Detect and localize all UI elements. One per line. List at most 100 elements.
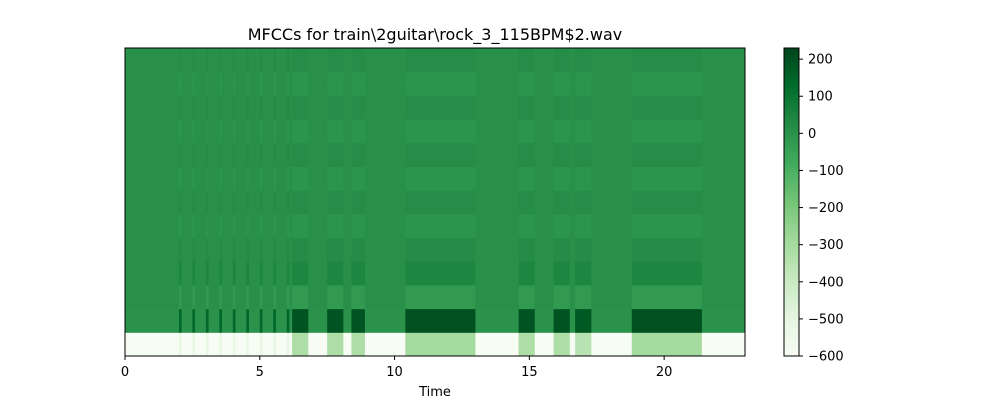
mfcc-segment-10-coef-1 (327, 308, 344, 333)
mfcc-segment-4-coef-3 (232, 261, 236, 286)
mfcc-segment-5-coef-7 (246, 166, 249, 191)
mfcc-segment-9-coef-3 (292, 261, 309, 286)
mfcc-segment-5-coef-12 (246, 48, 249, 73)
mfcc-segment-11-coef-6 (351, 190, 365, 215)
x-axis: 0 5 10 15 20 (121, 356, 672, 380)
mfcc-heatmap (125, 48, 745, 357)
mfcc-segment-5-coef-5 (246, 213, 249, 239)
mfcc-segment-11-coef-4 (351, 237, 365, 262)
mfcc-segment-15-coef-0 (575, 332, 592, 357)
mfcc-segment-10-coef-8 (327, 142, 344, 167)
mfcc-segment-9-coef-8 (292, 142, 309, 167)
mfcc-segment-9-coef-10 (292, 95, 309, 120)
mfcc-segment-5-coef-2 (246, 284, 249, 310)
mfcc-segment-5-coef-9 (246, 119, 249, 144)
mfcc-segment-9-coef-4 (292, 237, 309, 262)
mfcc-segment-3-coef-7 (219, 166, 223, 191)
colorbar-tick-label-5: −300 (808, 238, 844, 253)
colorbar (783, 47, 800, 357)
mfcc-segment-4-coef-4 (232, 237, 236, 262)
plot-frame (124, 47, 746, 357)
mfcc-segment-6-coef-0 (259, 332, 263, 357)
mfcc-segment-3-coef-11 (219, 71, 223, 96)
mfcc-segment-14-coef-11 (553, 71, 570, 96)
mfcc-segment-12-coef-12 (405, 48, 476, 73)
mfcc-segment-2-coef-5 (205, 213, 209, 239)
mfcc-segment-7-coef-8 (273, 142, 276, 167)
mfcc-segment-13-coef-2 (518, 284, 535, 310)
mfcc-segment-6-coef-12 (259, 48, 263, 73)
mfcc-segment-4-coef-11 (232, 71, 236, 96)
mfcc-segment-1-coef-0 (192, 332, 196, 357)
mfcc-segment-0-coef-12 (178, 48, 182, 73)
mfcc-segment-12-coef-1 (405, 308, 476, 333)
mfcc-segment-14-coef-12 (553, 48, 570, 73)
mfcc-segment-0-coef-11 (178, 71, 182, 96)
mfcc-segment-13-coef-9 (518, 119, 535, 144)
mfcc-segment-7-coef-1 (273, 308, 276, 333)
mfcc-segment-1-coef-1 (192, 308, 196, 333)
mfcc-segment-1-coef-6 (192, 190, 196, 215)
mfcc-segment-12-coef-2 (405, 284, 476, 310)
mfcc-segment-9-coef-7 (292, 166, 309, 191)
mfcc-segment-6-coef-4 (259, 237, 263, 262)
mfcc-segment-8-coef-3 (286, 261, 290, 286)
colorbar-axis: 200 100 0 −100 −200 −300 −400 −500 −600 (799, 53, 844, 365)
mfcc-segment-15-coef-10 (575, 95, 592, 120)
mfcc-segment-13-coef-12 (518, 48, 535, 73)
colorbar-tick-label-6: −400 (808, 275, 844, 290)
mfcc-segment-5-coef-6 (246, 190, 249, 215)
mfcc-segment-8-coef-2 (286, 284, 290, 310)
mfcc-segment-1-coef-8 (192, 142, 196, 167)
mfcc-segment-2-coef-4 (205, 237, 209, 262)
mfcc-segment-5-coef-10 (246, 95, 249, 120)
mfcc-segment-0-coef-2 (178, 284, 182, 310)
mfcc-segment-9-coef-1 (292, 308, 309, 333)
mfcc-segment-4-coef-7 (232, 166, 236, 191)
mfcc-segment-12-coef-0 (405, 332, 476, 357)
mfcc-segment-3-coef-2 (219, 284, 223, 310)
colorbar-tick-label-8: −600 (808, 350, 844, 365)
mfcc-segment-8-coef-8 (286, 142, 290, 167)
mfcc-segment-3-coef-0 (219, 332, 223, 357)
mfcc-segment-0-coef-7 (178, 166, 182, 191)
mfcc-segment-3-coef-5 (219, 213, 223, 239)
mfcc-segment-0-coef-3 (178, 261, 182, 286)
mfcc-segment-15-coef-3 (575, 261, 592, 286)
mfcc-segment-16-coef-12 (631, 48, 702, 73)
mfcc-segment-10-coef-11 (327, 71, 344, 96)
mfcc-segment-11-coef-2 (351, 284, 365, 310)
mfcc-segment-16-coef-7 (631, 166, 702, 191)
mfcc-segment-13-coef-11 (518, 71, 535, 96)
mfcc-segment-12-coef-8 (405, 142, 476, 167)
mfcc-segment-13-coef-0 (518, 332, 535, 357)
mfcc-segment-10-coef-4 (327, 237, 344, 262)
mfcc-segment-6-coef-7 (259, 166, 263, 191)
mfcc-segment-15-coef-2 (575, 284, 592, 310)
mfcc-segment-7-coef-0 (273, 332, 276, 357)
mfcc-segment-6-coef-8 (259, 142, 263, 167)
mfcc-segment-11-coef-7 (351, 166, 365, 191)
mfcc-segment-7-coef-11 (273, 71, 276, 96)
colorbar-tick-label-2: 0 (808, 127, 816, 142)
mfcc-segment-5-coef-8 (246, 142, 249, 167)
mfcc-segment-10-coef-0 (327, 332, 344, 357)
mfcc-segment-4-coef-1 (232, 308, 236, 333)
mfcc-segment-16-coef-4 (631, 237, 702, 262)
mfcc-segment-8-coef-6 (286, 190, 290, 215)
mfcc-segment-4-coef-6 (232, 190, 236, 215)
mfcc-segment-11-coef-9 (351, 119, 365, 144)
mfcc-segment-14-coef-2 (553, 284, 570, 310)
mfcc-segment-10-coef-3 (327, 261, 344, 286)
mfcc-segment-8-coef-12 (286, 48, 290, 73)
mfcc-segment-2-coef-1 (205, 308, 209, 333)
x-tick-label-2: 10 (386, 365, 403, 380)
mfcc-segment-11-coef-1 (351, 308, 365, 333)
mfcc-segment-10-coef-9 (327, 119, 344, 144)
mfcc-segment-9-coef-12 (292, 48, 309, 73)
mfcc-segment-16-coef-0 (631, 332, 702, 357)
x-tick-label-3: 15 (521, 365, 538, 380)
mfcc-segment-6-coef-9 (259, 119, 263, 144)
mfcc-segment-15-coef-12 (575, 48, 592, 73)
mfcc-segment-10-coef-7 (327, 166, 344, 191)
